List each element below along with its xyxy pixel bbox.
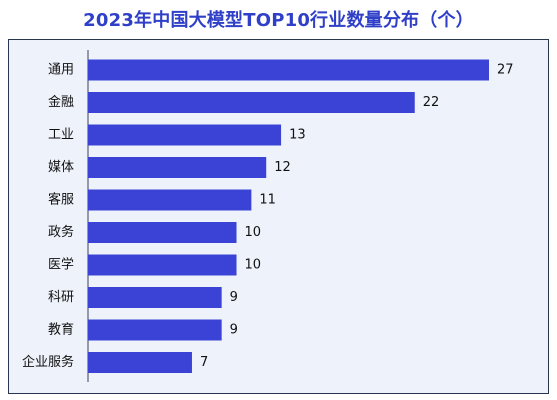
value-label: 11 [259, 193, 276, 208]
category-label: 政务 [48, 224, 74, 240]
bar-8 [88, 319, 222, 341]
value-label: 10 [245, 258, 262, 273]
bars-group: 通用 27 金融 22 工业 13 媒体 12 客服 11 政务 10 医学 10 科研 9 教育 9 企业服务 7 [22, 59, 514, 373]
category-label: 金融 [48, 94, 74, 110]
bar-9 [88, 352, 192, 373]
category-label: 工业 [48, 128, 74, 143]
category-label: 客服 [48, 192, 74, 208]
bar-5 [88, 222, 237, 243]
value-label: 9 [230, 323, 238, 338]
category-label: 媒体 [48, 160, 74, 175]
bar-2 [88, 124, 282, 146]
value-label: 13 [289, 128, 306, 143]
value-label: 9 [230, 290, 238, 305]
value-label: 22 [423, 95, 440, 110]
value-label: 12 [274, 160, 291, 175]
category-label: 医学 [48, 257, 74, 273]
bar-0 [88, 59, 489, 81]
bar-3 [88, 157, 267, 178]
chart-title: 2023年中国大模型TOP10行业数量分布（个） [83, 10, 474, 31]
category-label: 企业服务 [22, 354, 74, 370]
category-label: 科研 [48, 290, 74, 305]
value-label: 7 [200, 355, 208, 370]
bar-4 [88, 189, 252, 211]
category-label: 教育 [48, 322, 74, 338]
value-label: 27 [497, 63, 514, 78]
value-label: 10 [245, 225, 262, 240]
bar-7 [88, 287, 222, 308]
bar-6 [88, 254, 237, 276]
category-label: 通用 [48, 63, 74, 78]
bar-1 [88, 92, 415, 113]
